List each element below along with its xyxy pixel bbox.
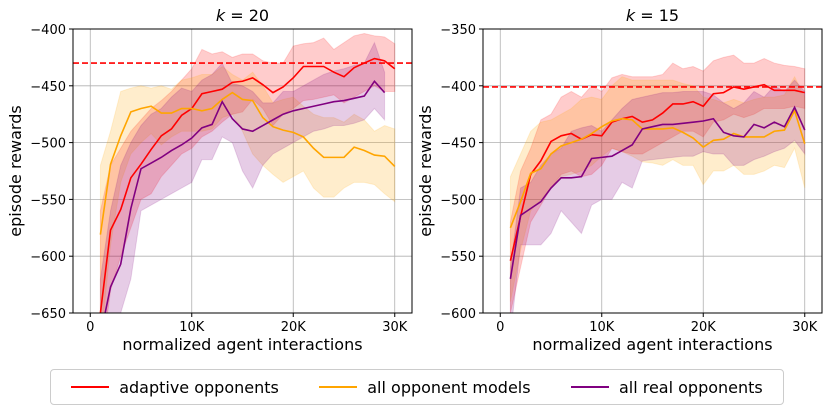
x-tick-label: 30K — [382, 320, 408, 335]
confidence-band — [509, 75, 806, 302]
chart-title: k = 20 — [216, 6, 269, 25]
axes-frame — [482, 28, 823, 314]
panel-0: 0 10K 20K 30K −650 −600 −550 −500 −450 −400 k = 20… — [6, 6, 413, 354]
y-axis-label: episode rewards — [6, 105, 25, 236]
y-tick-label: −450 — [440, 137, 476, 152]
x-tick-label: 30K — [792, 320, 818, 335]
y-tick-label: −350 — [440, 23, 476, 38]
title-variable: k — [626, 6, 636, 25]
y-tick-label: −400 — [440, 80, 476, 95]
y-tick-label: −450 — [30, 80, 66, 95]
legend: adaptive opponents all opponent models a… — [50, 369, 784, 405]
confidence-band — [509, 54, 806, 313]
y-tick-label: −600 — [440, 307, 476, 322]
y-tick-label: −550 — [440, 250, 476, 265]
confidence-band — [99, 33, 396, 313]
x-tick-label: 10K — [589, 320, 615, 335]
x-tick-label: 0 — [86, 320, 94, 335]
y-tick-label: −500 — [440, 193, 476, 208]
y-tick-label: −650 — [30, 307, 66, 322]
confidence-band — [99, 41, 386, 313]
legend-item-all-real-opponents: all real opponents — [570, 377, 763, 397]
y-tick-label: −600 — [30, 250, 66, 265]
legend-swatch — [71, 386, 110, 388]
legend-label: adaptive opponents — [119, 377, 279, 397]
x-tick-label: 0 — [496, 320, 504, 335]
axes-frame — [72, 28, 413, 314]
legend-swatch — [570, 386, 609, 388]
legend-item-all-opponent-models: all opponent models — [319, 377, 531, 397]
title-value: = 20 — [225, 6, 269, 25]
x-axis-label: normalized agent interactions — [122, 335, 362, 354]
title-variable: k — [216, 6, 226, 25]
y-tick-label: −400 — [30, 23, 66, 38]
chart-title: k = 15 — [626, 6, 679, 25]
plot-area — [509, 54, 806, 313]
panel-1: 0 10K 20K 30K −600 −550 −500 −450 −400 −350 k = 15… — [416, 6, 823, 354]
x-tick-label: 20K — [691, 320, 717, 335]
legend-label: all opponent models — [367, 377, 531, 397]
plot-area — [99, 33, 396, 313]
series-line — [509, 108, 806, 229]
title-value: = 15 — [635, 6, 679, 25]
series-line — [99, 57, 396, 313]
legend-swatch — [319, 386, 358, 388]
x-tick-label: 10K — [179, 320, 205, 335]
y-tick-label: −550 — [30, 193, 66, 208]
series-line — [509, 105, 806, 280]
legend-item-adaptive-opponents: adaptive opponents — [71, 378, 279, 397]
series-line — [99, 91, 396, 235]
legend-label: all real opponents — [618, 377, 763, 397]
y-axis-label: episode rewards — [416, 105, 435, 236]
y-tick-label: −500 — [30, 137, 66, 152]
x-tick-label: 20K — [281, 320, 307, 335]
x-axis-label: normalized agent interactions — [532, 335, 772, 354]
confidence-band — [99, 65, 396, 313]
